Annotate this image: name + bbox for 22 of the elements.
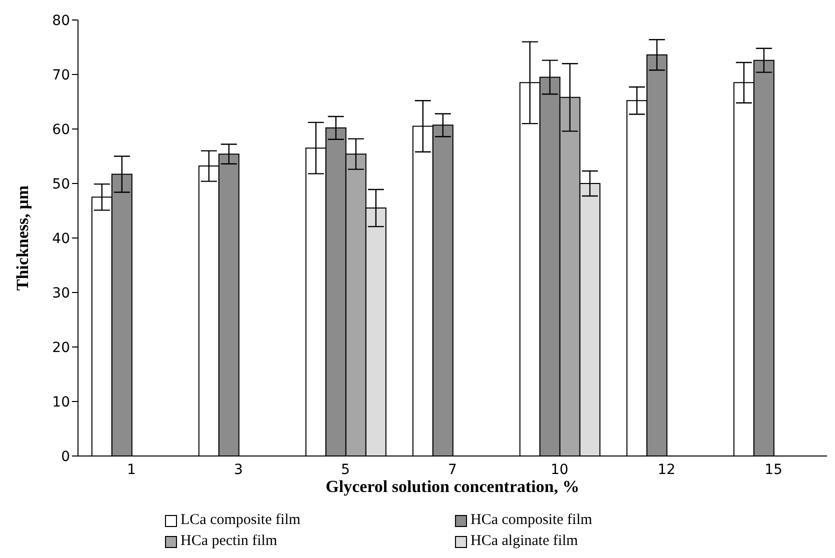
x-tick-label: 3 bbox=[234, 462, 243, 478]
x-tick-label: 15 bbox=[764, 462, 782, 478]
x-tick-label: 1 bbox=[127, 462, 136, 478]
x-tick-label: 10 bbox=[550, 462, 568, 478]
x-tick-label: 7 bbox=[448, 462, 457, 478]
x-tick-label: 5 bbox=[341, 462, 350, 478]
y-tick-label: 50 bbox=[52, 176, 70, 192]
y-tick-label: 60 bbox=[52, 122, 70, 138]
x-tick-label: 12 bbox=[658, 462, 676, 478]
y-tick-label: 10 bbox=[52, 394, 70, 410]
legend-label: HCa alginate film bbox=[470, 533, 578, 550]
y-tick-label: 70 bbox=[52, 67, 70, 84]
legend-label: HCa composite film bbox=[470, 512, 592, 529]
y-tick-label: 0 bbox=[61, 448, 70, 465]
y-tick-label: 80 bbox=[52, 12, 70, 29]
y-tick-label: 20 bbox=[52, 340, 70, 356]
legend-label: LCa composite film bbox=[180, 512, 300, 529]
y-axis-title: Thickness, µm bbox=[13, 185, 32, 291]
legend-label: HCa pectin film bbox=[180, 533, 278, 550]
y-tick-label: 30 bbox=[52, 285, 70, 302]
x-axis-title: Glycerol solution concentration, % bbox=[326, 477, 580, 496]
y-tick-label: 40 bbox=[52, 230, 70, 247]
